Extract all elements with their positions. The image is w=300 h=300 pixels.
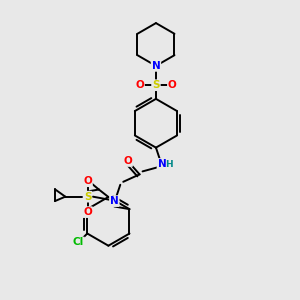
Text: O: O [123,156,132,166]
Text: H: H [166,160,173,169]
Text: S: S [84,192,91,202]
Text: N: N [158,159,166,169]
Text: S: S [152,80,160,90]
Text: O: O [83,176,92,186]
Text: Cl: Cl [73,237,84,248]
Text: O: O [168,80,177,90]
Text: O: O [135,80,144,90]
Text: N: N [110,196,119,206]
Text: O: O [83,207,92,217]
Text: N: N [152,61,160,71]
